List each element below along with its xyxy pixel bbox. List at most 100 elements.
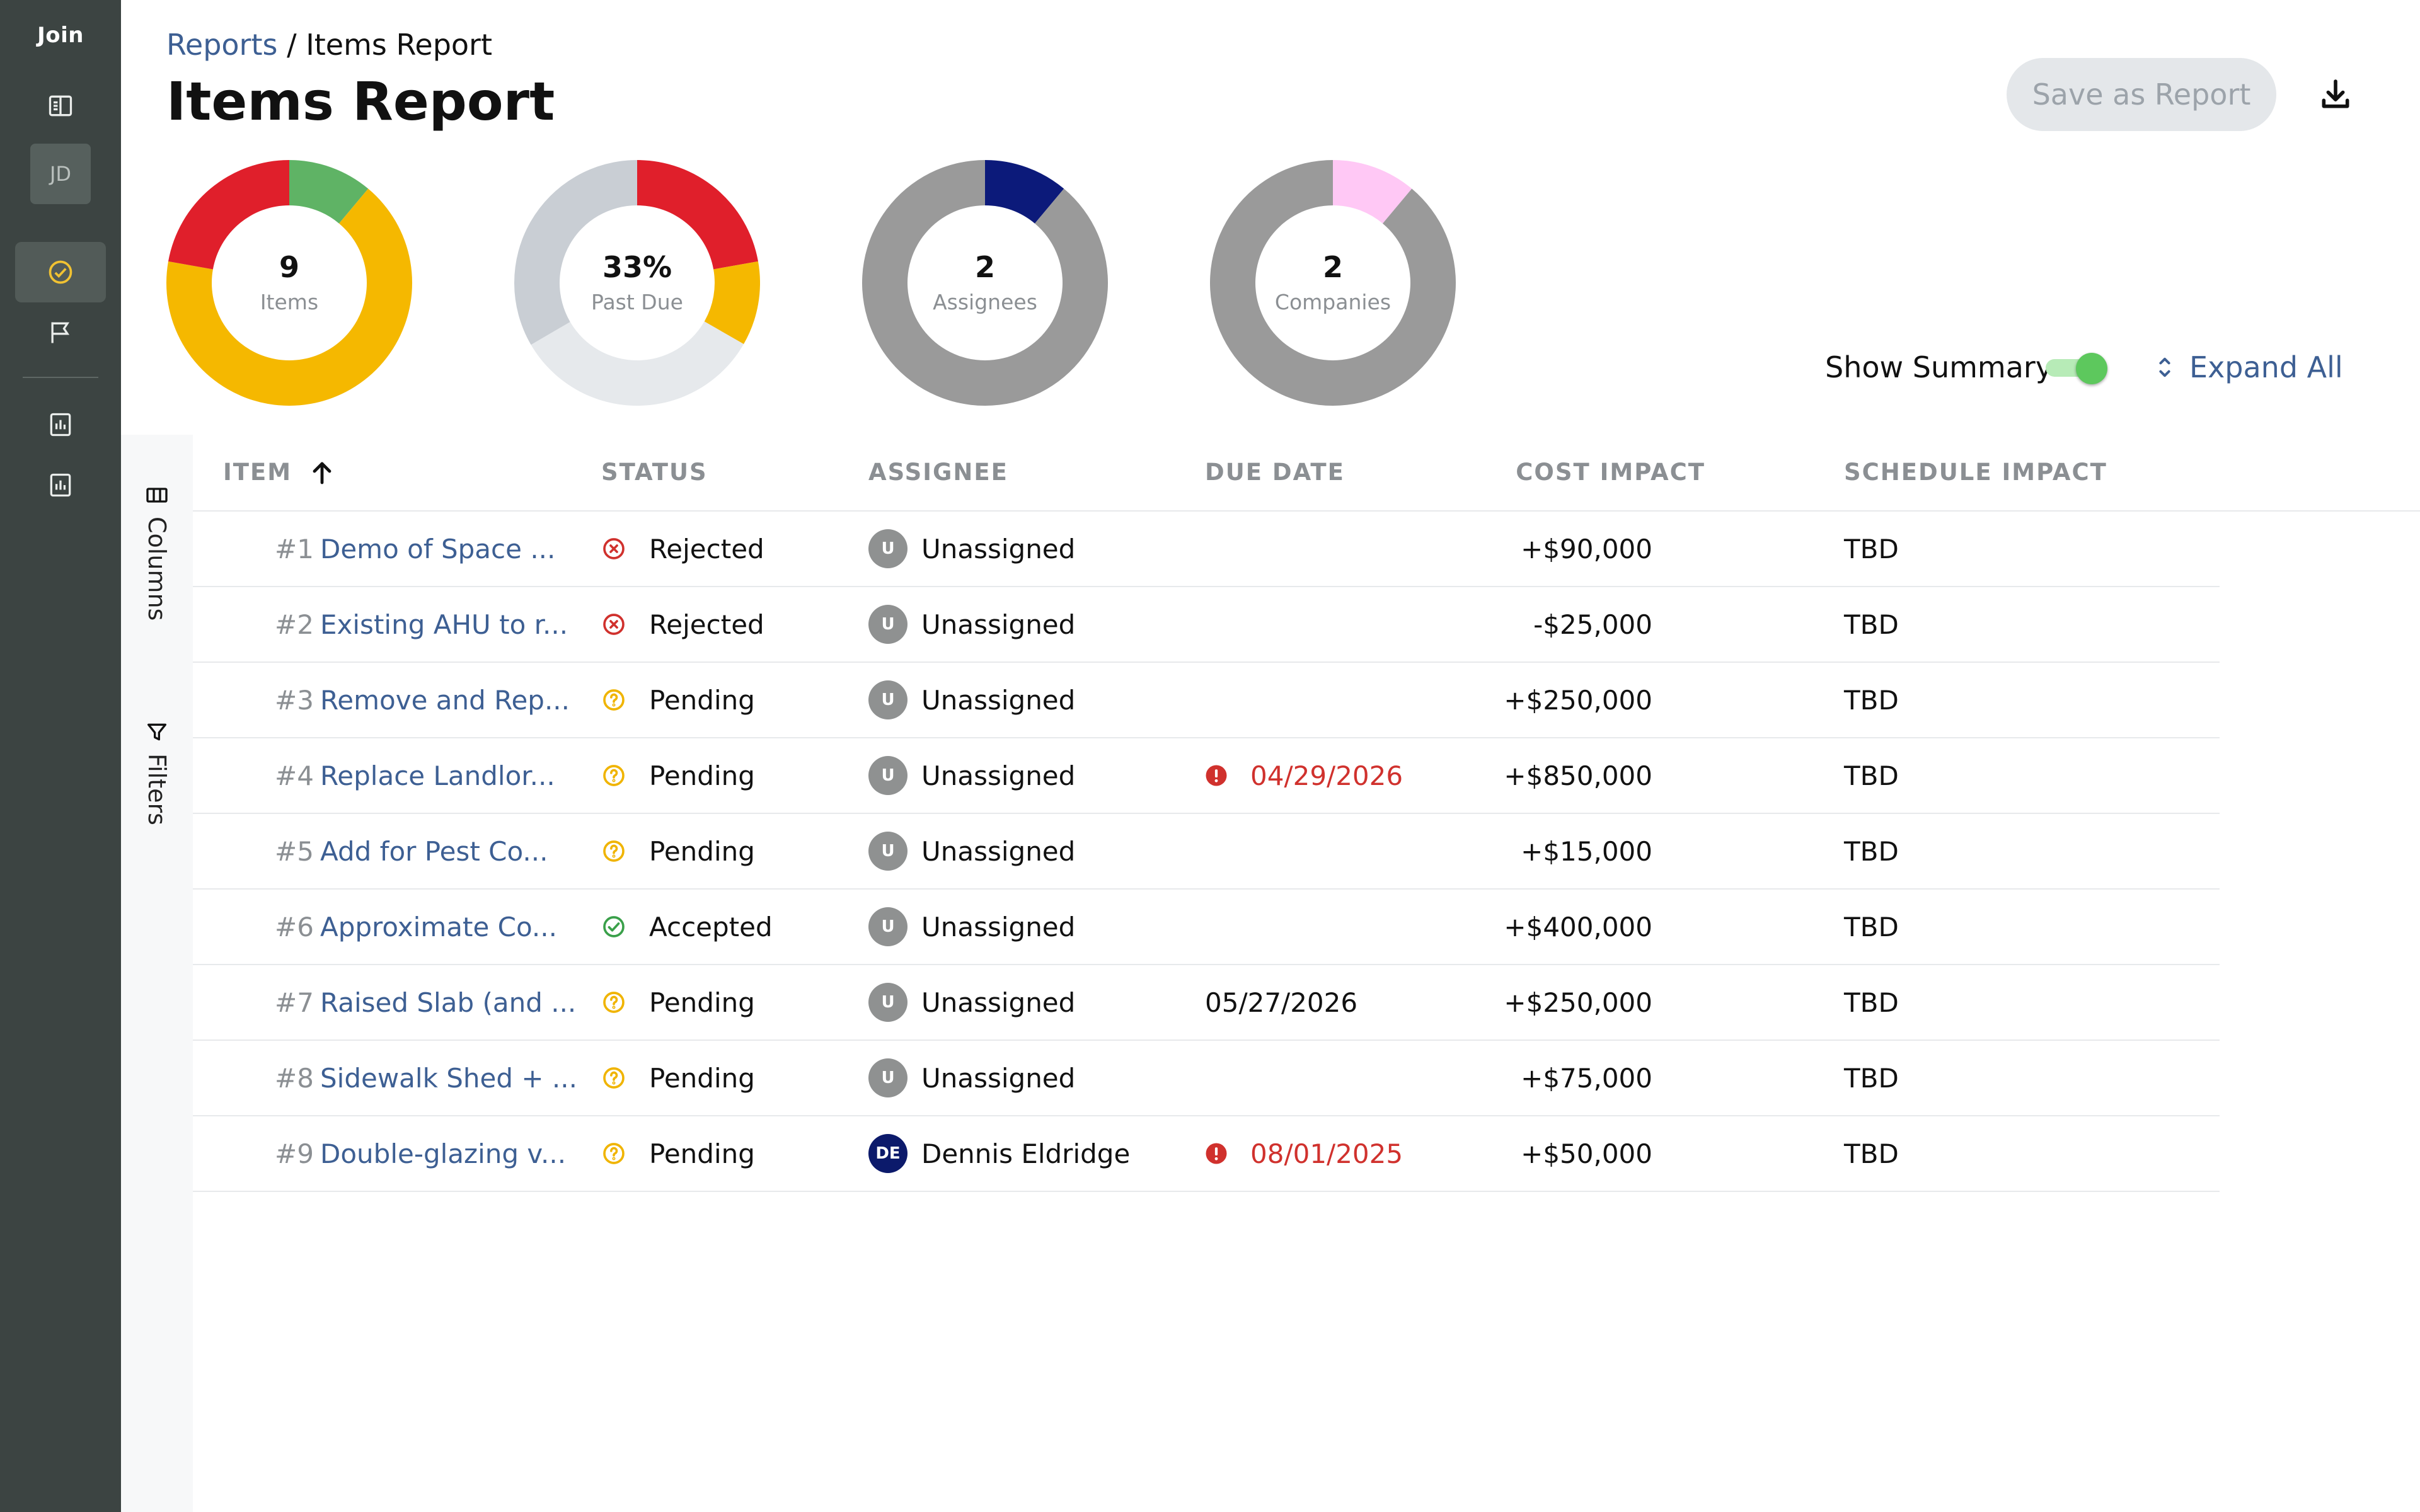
item-name-link[interactable]: Demo of Space ... [320,533,556,564]
due-date-cell: 05/27/2026 [1205,965,1357,1040]
donut-value: 2 [974,250,995,285]
filter-icon [147,723,166,741]
schedule-impact-cell: TBD [1844,609,1899,640]
cost-impact-cell: +$850,000 [1504,760,1652,791]
cost-impact-cell: +$90,000 [1521,533,1652,564]
avatar: U [868,529,908,568]
column-header-assignee[interactable]: ASSIGNEE [868,459,1008,486]
column-header-item[interactable]: ITEM [223,459,333,486]
assignee-cell[interactable]: DE Dennis Eldridge [868,1116,1130,1191]
donut-slice [168,160,289,270]
nav-items[interactable] [15,242,106,302]
column-header-status[interactable]: STATUS [601,459,708,486]
expand-all-button[interactable]: Expand All [2155,350,2343,384]
filters-label: Filters [143,753,171,825]
avatar: U [868,907,908,946]
donut-slice [704,261,760,345]
avatar: U [868,756,908,795]
item-name-link[interactable]: Approximate Co... [320,911,557,942]
donut-slice [514,160,637,345]
table-row[interactable]: #9 Double-glazing v... Pending DE Dennis Eld… [193,1116,2220,1192]
donut-companies: 2 Companies [1210,160,1456,406]
question-circle-icon [601,1141,638,1166]
assignee-cell[interactable]: U Unassigned [868,663,1075,737]
assignee-cell[interactable]: U Unassigned [868,512,1075,586]
schedule-impact-cell: TBD [1844,987,1899,1018]
item-name-link[interactable]: Add for Pest Co... [320,835,548,867]
columns-tool[interactable]: Columns [121,483,193,621]
table-row[interactable]: #8 Sidewalk Shed + ... Pending U Unassigned +… [193,1041,2220,1116]
question-circle-icon [601,1065,638,1091]
item-name-link[interactable]: Raised Slab (and ... [320,987,577,1018]
donut-label: Past Due [591,289,683,314]
assignee-cell[interactable]: U Unassigned [868,738,1075,813]
item-name-link[interactable]: Replace Landlor... [320,760,555,791]
item-number: #6 [275,911,314,942]
table-row[interactable]: #3 Remove and Rep... Pending U Unassigned +$2… [193,663,2220,738]
status-text: Pending [649,1062,755,1094]
donut-slice [1333,160,1412,224]
status-cell: Accepted [601,890,773,964]
donut-label: Assignees [933,289,1037,314]
assignee-cell[interactable]: U Unassigned [868,890,1075,964]
table-row[interactable]: #7 Raised Slab (and ... Pending U Unassigned… [193,965,2220,1041]
item-name-link[interactable]: Sidewalk Shed + ... [320,1062,577,1094]
status-cell: Pending [601,1041,755,1115]
cost-impact-cell: +$75,000 [1521,1062,1652,1094]
assignee-name: Unassigned [921,760,1076,791]
status-text: Rejected [649,533,764,564]
table-row[interactable]: #4 Replace Landlor... Pending U Unassigned 04… [193,738,2220,814]
assignee-cell[interactable]: U Unassigned [868,965,1075,1040]
cost-impact-cell: +$15,000 [1521,835,1652,867]
donut-label: Companies [1274,289,1392,314]
column-header-cost-impact[interactable]: COST IMPACT [1516,459,1705,486]
items-table-body: #1 Demo of Space ... Rejected U Unassigned +$… [193,512,2220,1192]
question-circle-icon [601,839,638,864]
assignee-name: Unassigned [921,835,1076,867]
assignee-name: Unassigned [921,609,1076,640]
table-row[interactable]: #5 Add for Pest Co... Pending U Unassigned +$… [193,814,2220,890]
save-as-report-button[interactable]: Save as Report [2007,58,2276,131]
download-icon[interactable] [2312,71,2360,118]
donut-label: Items [260,289,319,314]
due-date-text: 05/27/2026 [1205,987,1358,1018]
app-logo[interactable]: Join [37,23,84,48]
item-name-link[interactable]: Existing AHU to r... [320,609,568,640]
status-cell: Rejected [601,512,764,586]
item-number: #9 [275,1138,314,1169]
donut-value: 2 [1322,250,1343,285]
show-summary-toggle[interactable] [2046,353,2111,384]
report-icon[interactable] [35,399,86,450]
alert-circle-icon [1205,764,1239,787]
table-row[interactable]: #1 Demo of Space ... Rejected U Unassigned +$… [193,512,2220,587]
column-header-schedule-impact[interactable]: SCHEDULE IMPACT [1844,459,2107,486]
donut-value: 33% [602,250,672,285]
item-name-link[interactable]: Remove and Rep... [320,684,570,716]
check-circle-icon [49,260,72,284]
item-name-link[interactable]: Double-glazing v... [320,1138,567,1169]
status-cell: Pending [601,965,755,1040]
user-avatar[interactable]: JD [30,144,91,204]
breadcrumb-reports-link[interactable]: Reports [166,28,278,62]
assignee-cell[interactable]: U Unassigned [868,814,1075,888]
cost-impact-cell: +$400,000 [1504,911,1652,942]
table-row[interactable]: #2 Existing AHU to r... Rejected U Unassigne… [193,587,2220,663]
layout-icon[interactable] [35,81,86,131]
status-cell: Pending [601,738,755,813]
cost-impact-cell: +$50,000 [1521,1138,1652,1169]
filters-tool[interactable]: Filters [121,719,193,825]
schedule-impact-cell: TBD [1844,911,1899,942]
assignee-cell[interactable]: U Unassigned [868,1041,1075,1115]
assignee-cell[interactable]: U Unassigned [868,587,1075,662]
donut-slice [289,160,369,224]
column-header-due-date[interactable]: DUE DATE [1205,459,1345,486]
flag-icon[interactable] [35,307,86,358]
donut-slice [531,321,744,406]
status-text: Pending [649,1138,755,1169]
donut-slice [1210,160,1456,406]
table-row[interactable]: #6 Approximate Co... Accepted U Unassigned +$… [193,890,2220,965]
donut-slice [166,188,412,406]
schedule-impact-cell: TBD [1844,533,1899,564]
report-icon[interactable] [35,460,86,510]
breadcrumb-separator: / [277,28,306,62]
